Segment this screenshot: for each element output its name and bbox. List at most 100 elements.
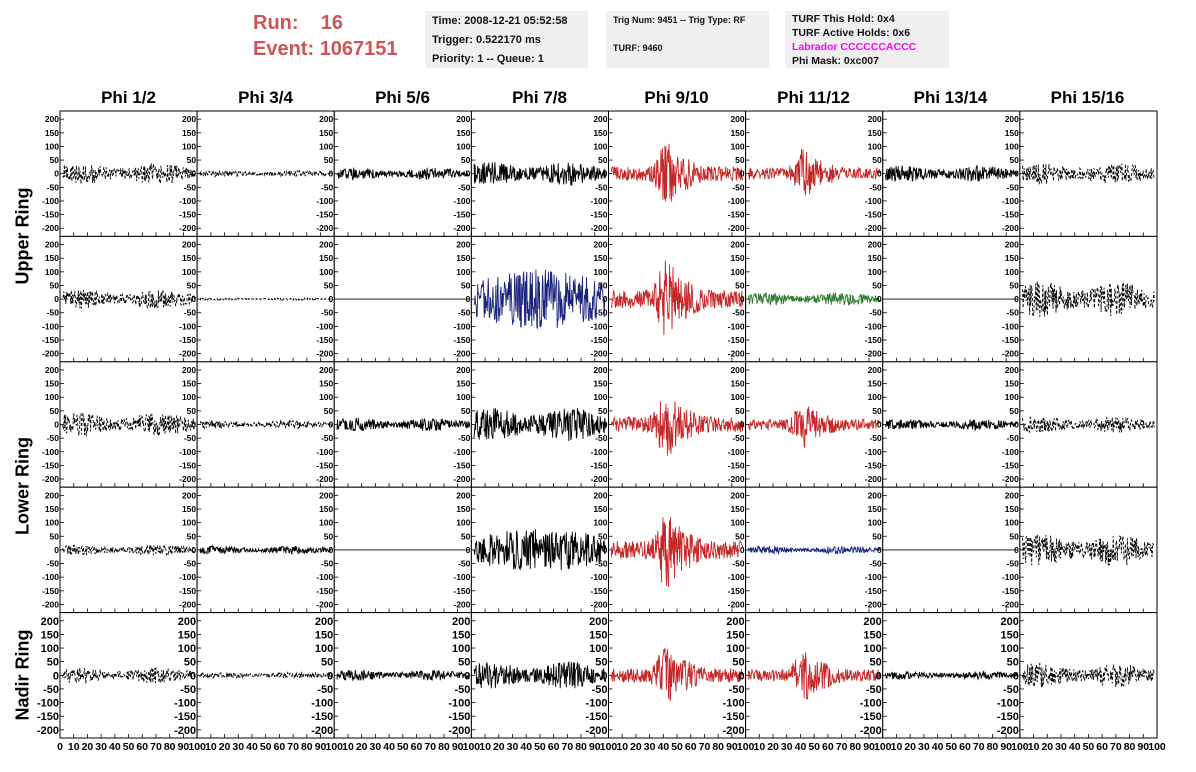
y-tick-label: 0 [464,670,470,682]
x-tick-label: 90 [589,741,601,753]
y-tick-label: 0 [603,294,608,304]
run-label: Run: [253,12,299,34]
y-tick-label: -100 [453,447,470,457]
waveform-trace [610,517,744,587]
y-tick-label: 150 [868,379,882,389]
y-tick-label: -100 [1002,321,1019,331]
y-tick-label: 0 [54,420,59,430]
x-tick-label: 60 [274,741,286,753]
y-tick-label: -200 [42,223,59,233]
y-tick-label: 50 [187,280,197,290]
ring-label-nadir: Nadir Ring [12,629,33,721]
x-tick-label: 100 [1011,741,1029,753]
y-tick-label: -50 [454,684,470,696]
x-tick-label: 30 [95,741,107,753]
y-tick-label: -150 [865,210,882,220]
y-tick-label: 150 [456,253,470,263]
y-tick-label: -150 [865,586,882,596]
y-tick-label: -150 [590,460,607,470]
y-tick-label: 150 [730,504,744,514]
waveform-trace [747,652,881,700]
x-tick-label: 90 [452,741,464,753]
y-tick-label: -200 [728,349,745,359]
y-tick-label: 50 [1009,406,1019,416]
waveform-trace [473,529,607,571]
priority-text: Priority: 1 -- Queue: 1 [432,53,544,65]
x-tick-label: 70 [836,741,848,753]
y-tick-label: 100 [456,518,470,528]
y-tick-label: -150 [311,711,333,723]
y-tick-label: -200 [997,725,1019,737]
x-tick-label: 60 [959,741,971,753]
y-tick-label: 100 [1005,392,1019,402]
y-tick-label: 100 [868,518,882,528]
x-tick-label: 90 [315,741,327,753]
panel-frame [608,361,747,488]
y-tick-label: -200 [1002,599,1019,609]
x-tick-label: 50 [671,741,683,753]
y-tick-label: -100 [860,698,882,710]
y-tick-label: -50 [47,433,60,443]
waveform-trace [473,269,607,330]
x-tick-label: 50 [534,741,546,753]
x-tick-label: 20 [904,741,916,753]
y-tick-label: 100 [730,392,744,402]
y-tick-label: 50 [598,155,608,165]
y-tick-label: -100 [728,321,745,331]
y-tick-label: 0 [603,169,608,179]
x-tick-label: 10 [342,741,354,753]
x-tick-label: 0 [57,741,63,753]
y-tick-label: -100 [42,321,59,331]
y-tick-label: 100 [319,518,333,528]
y-tick-label: -100 [179,572,196,582]
y-tick-label: -50 [592,684,608,696]
x-tick-label: 100 [188,741,206,753]
y-tick-label: -150 [448,711,470,723]
y-tick-label: -200 [728,599,745,609]
y-tick-label: -50 [595,308,608,318]
y-tick-label: -200 [865,223,882,233]
y-tick-label: -50 [732,559,745,569]
y-tick-label: -200 [42,349,59,359]
y-tick-label: -50 [595,559,608,569]
y-tick-label: 50 [50,155,60,165]
x-tick-label: 80 [849,741,861,753]
y-tick-label: -50 [1007,433,1020,443]
y-tick-label: -50 [184,559,197,569]
y-tick-label: 150 [319,379,333,389]
y-tick-label: 100 [456,141,470,151]
y-tick-label: 200 [593,240,607,250]
y-tick-label: -200 [453,474,470,484]
y-tick-label: -50 [317,684,333,696]
y-tick-label: 0 [603,545,608,555]
y-tick-label: -50 [732,182,745,192]
y-tick-label: -200 [590,599,607,609]
waveform-trace [62,412,195,437]
y-tick-label: 200 [593,490,607,500]
y-tick-label: 150 [319,253,333,263]
y-tick-label: -200 [728,474,745,484]
y-tick-label: 150 [41,629,59,641]
y-tick-label: 100 [730,267,744,277]
x-tick-label: 70 [699,741,711,753]
y-tick-label: 0 [54,545,59,555]
x-tick-label: 50 [123,741,135,753]
waveform-trace [62,288,195,309]
y-tick-label: -100 [453,196,470,206]
waveform-trace [473,162,607,186]
y-tick-label: 0 [53,670,59,682]
y-tick-label: 0 [603,420,608,430]
y-tick-label: -200 [1002,474,1019,484]
y-tick-label: 50 [872,531,882,541]
y-tick-label: 50 [735,406,745,416]
x-tick-label: 40 [520,741,532,753]
y-tick-label: -150 [453,586,470,596]
y-tick-label: 0 [740,545,745,555]
y-tick-label: 100 [593,267,607,277]
y-tick-label: 50 [458,657,470,669]
y-tick-label: 50 [595,657,607,669]
y-tick-label: -150 [179,335,196,345]
y-tick-label: 200 [178,616,196,628]
waveform-trace [747,406,881,448]
